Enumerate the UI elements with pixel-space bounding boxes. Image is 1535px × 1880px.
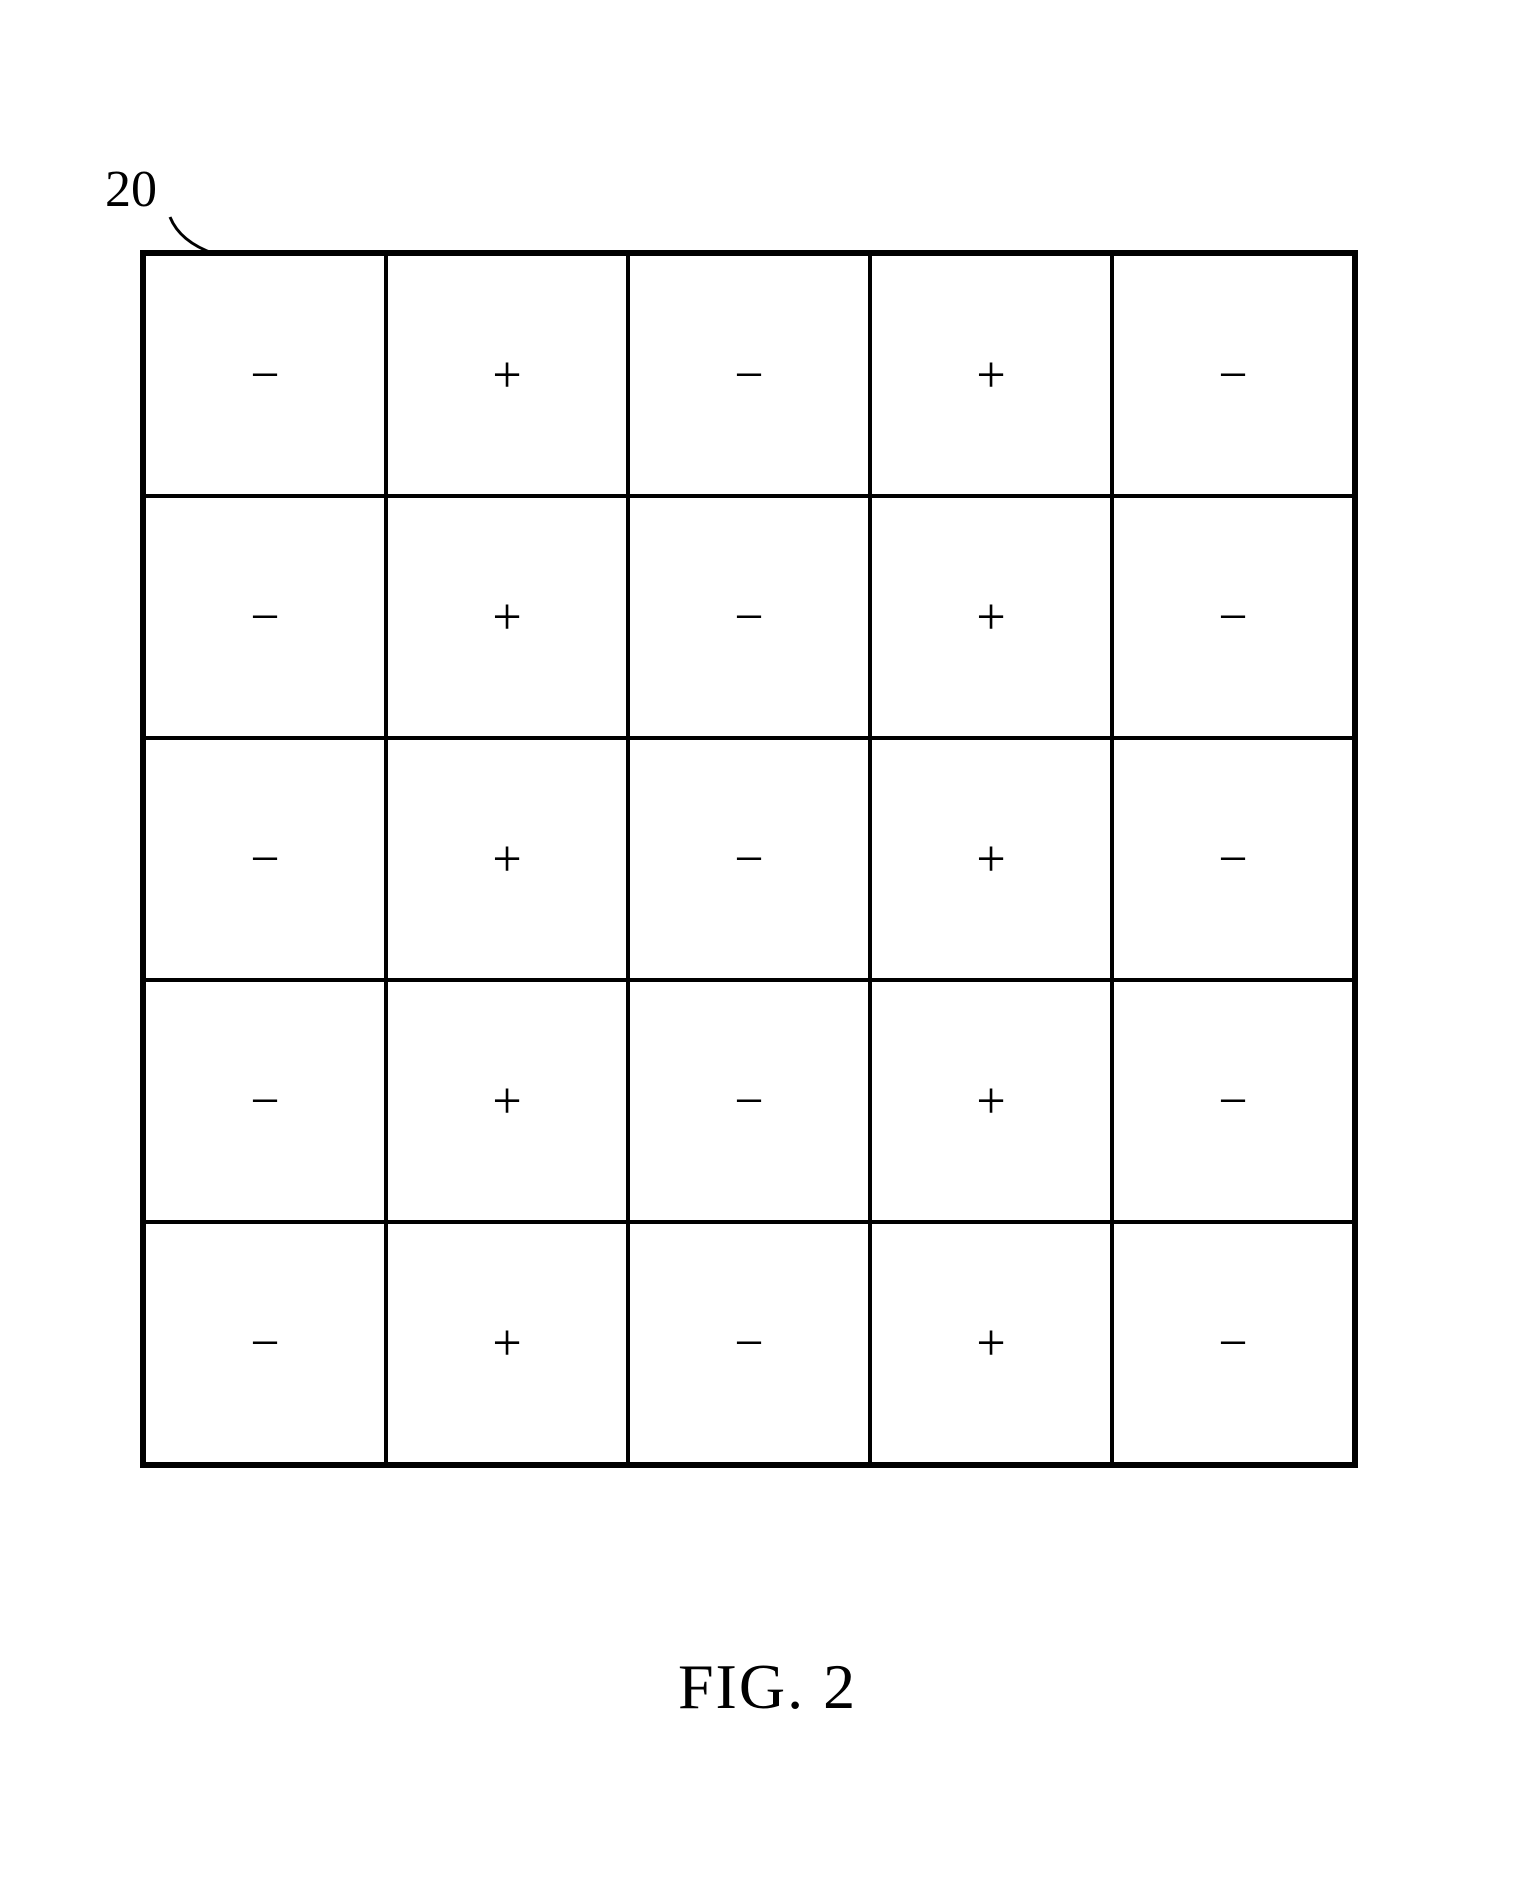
grid-cell: + (386, 980, 628, 1222)
grid-cell: − (628, 496, 870, 738)
grid-cell: + (386, 738, 628, 980)
grid-cell: − (628, 1222, 870, 1464)
grid-cell: − (628, 254, 870, 496)
grid-cell: − (1112, 254, 1354, 496)
grid-cell: − (144, 738, 386, 980)
grid-cell: − (1112, 980, 1354, 1222)
grid-cell: + (870, 738, 1112, 980)
grid-cell: − (144, 496, 386, 738)
grid-cell: − (628, 738, 870, 980)
grid-cell: + (870, 496, 1112, 738)
grid-cell: − (1112, 496, 1354, 738)
grid-container: −+−+−−+−+−−+−+−−+−+−−+−+− (140, 250, 1358, 1468)
grid-cell: − (1112, 1222, 1354, 1464)
grid-cell: + (870, 1222, 1112, 1464)
polarity-grid: −+−+−−+−+−−+−+−−+−+−−+−+− (140, 250, 1358, 1468)
grid-cell: + (870, 980, 1112, 1222)
grid-cell: − (1112, 738, 1354, 980)
figure-caption: FIG. 2 (678, 1650, 857, 1724)
grid-cell: + (870, 254, 1112, 496)
grid-cell: − (628, 980, 870, 1222)
grid-cell: − (144, 1222, 386, 1464)
grid-cell: + (386, 496, 628, 738)
grid-cell: − (144, 980, 386, 1222)
reference-label: 20 (105, 160, 157, 219)
grid-cell: − (144, 254, 386, 496)
grid-cell: + (386, 254, 628, 496)
grid-cell: + (386, 1222, 628, 1464)
